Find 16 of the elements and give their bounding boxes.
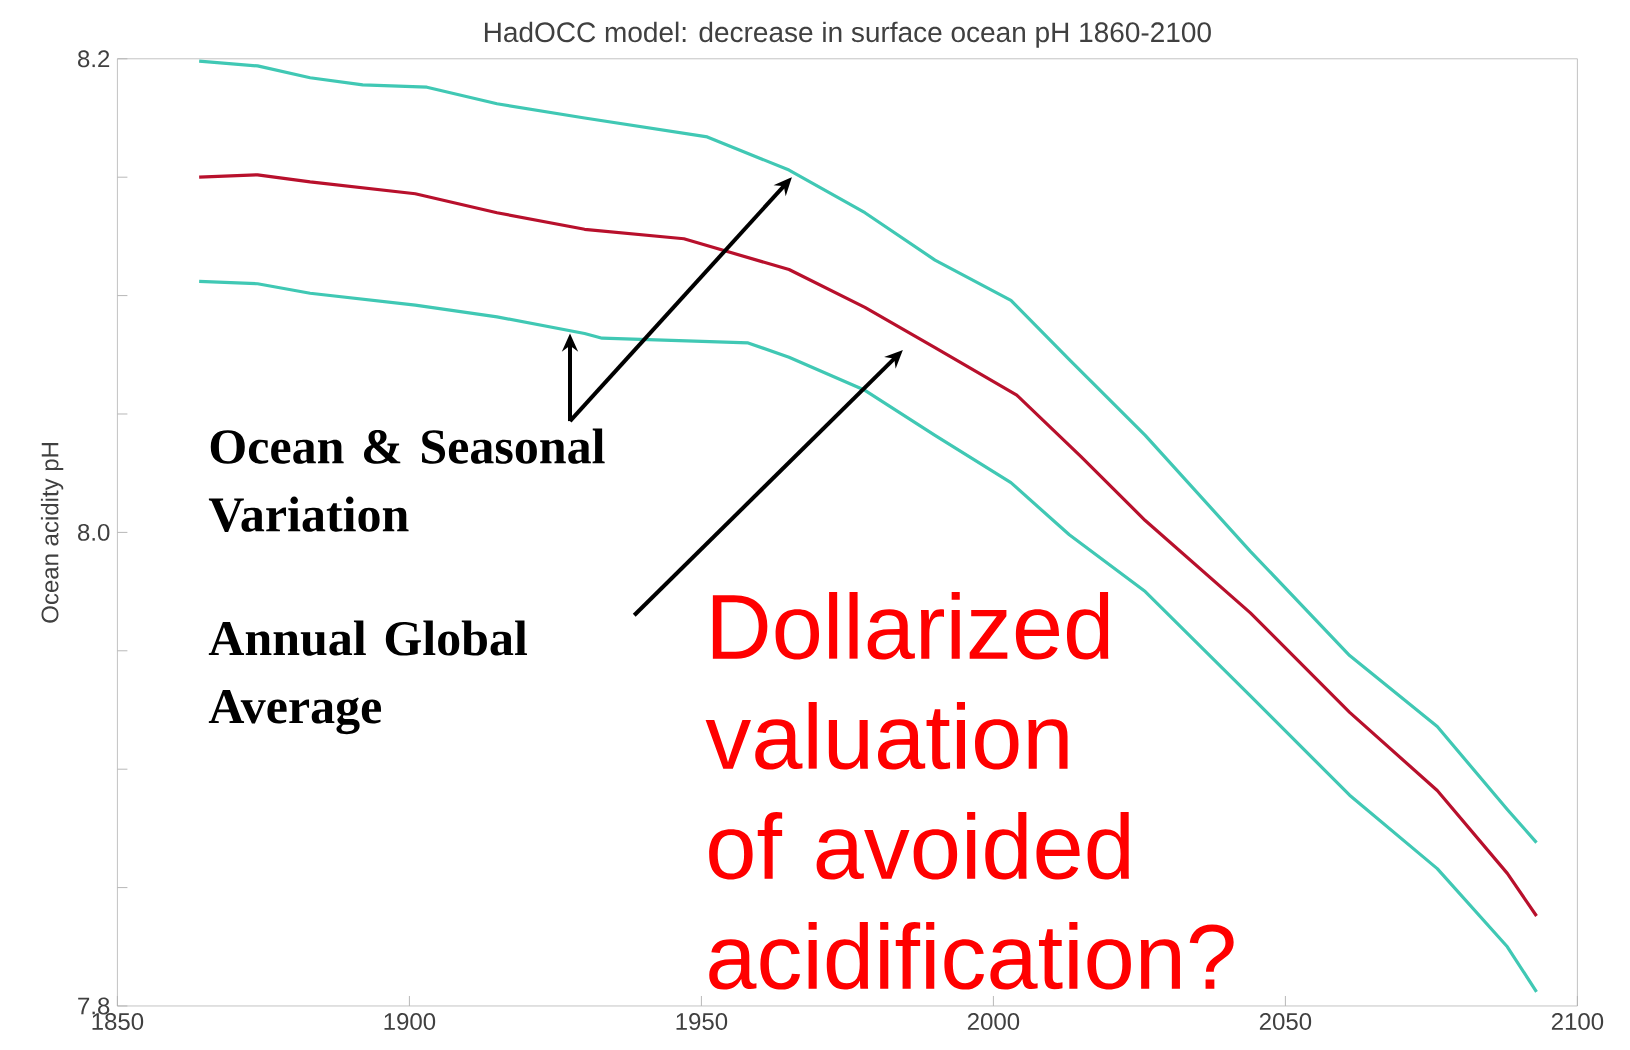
y-tick-label: 8.2 [78,50,110,68]
annotation: Annual Global Average [208,620,528,735]
y-axis-title: Ocean acidity pH [40,443,64,623]
x-tick-label: 1900 [384,1013,436,1031]
x-tick-label: 2000 [967,1013,1020,1031]
x-tick-label: 2100 [1551,1013,1604,1031]
x-tick-label: 1950 [676,1013,728,1031]
line-series [197,173,1539,918]
chart-title: HadOCC model: decrease in surface ocean pH 1860-2100 [484,21,1211,48]
x-tick-label: 2050 [1259,1013,1312,1031]
annotation: Ocean & Seasonal Variation [208,428,605,533]
x-tick-label: 1850 [92,1013,144,1031]
y-tick-label: 7.8 [78,997,110,1015]
y-tick-label: 8.0 [78,523,110,541]
line-series [197,279,1539,994]
annotation: Dollarized valuation of avoided acidification? [705,592,1234,990]
